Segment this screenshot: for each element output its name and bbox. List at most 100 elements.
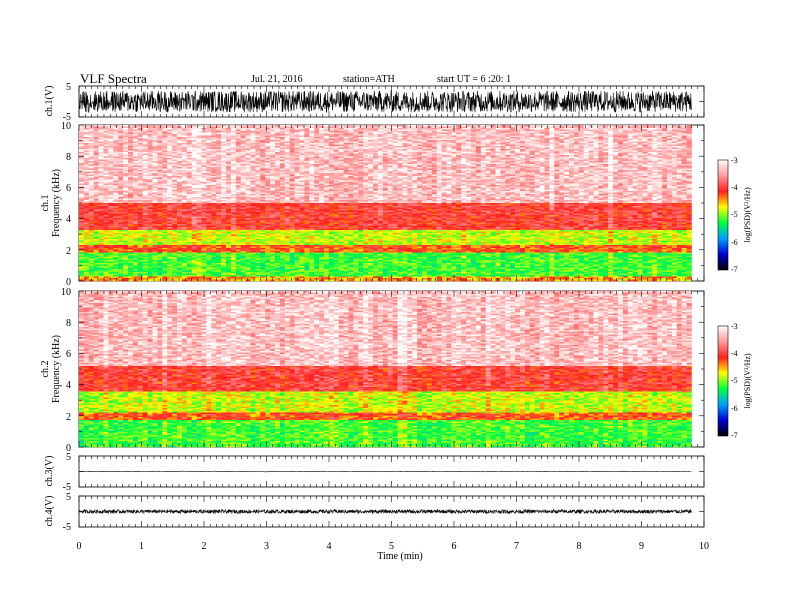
spec1-cell — [79, 162, 85, 165]
spec1-cell — [319, 179, 325, 181]
spec1-cell — [118, 152, 124, 154]
spec1-cell — [245, 140, 251, 142]
spec1-cell — [348, 155, 354, 157]
spec1-cell — [480, 137, 486, 139]
spec1-cell — [157, 164, 163, 166]
spec1-cell — [475, 143, 482, 145]
spec1-cell — [93, 159, 99, 162]
spec1-cell — [431, 167, 437, 169]
spec1-cell — [191, 167, 197, 169]
spec1-cell — [152, 173, 158, 175]
spec1-cell — [221, 150, 227, 153]
spec1-cell — [270, 168, 276, 171]
spec1-cell — [260, 135, 266, 138]
spec1-cell — [495, 159, 501, 162]
spec1-cell — [475, 132, 482, 135]
spec1-cell — [377, 171, 384, 174]
spec1-cell — [172, 152, 178, 154]
spec1-cell — [265, 149, 271, 151]
spec1-cell — [510, 179, 516, 181]
spec1-cell — [299, 128, 305, 130]
spec1-cell — [338, 132, 344, 135]
spec1-cell — [314, 150, 320, 153]
spec1-cell — [662, 174, 668, 177]
spec1-cell — [103, 144, 109, 147]
spec1-cell — [426, 158, 433, 160]
spec1-cell — [495, 125, 501, 127]
spec1-cell — [123, 152, 129, 154]
spec1-cell — [250, 149, 256, 151]
spec1-cell — [515, 128, 521, 130]
spec1-cell — [338, 158, 344, 160]
spec1-cell — [652, 129, 658, 132]
spec1-cell — [667, 171, 673, 174]
spec1-cell — [564, 164, 570, 166]
spec1-cell — [216, 137, 222, 139]
spec1-cell — [328, 134, 335, 136]
spec1-cell — [373, 162, 379, 165]
spec1-cell — [128, 159, 134, 162]
spec1-cell — [681, 182, 687, 184]
spec1-cell — [240, 159, 246, 162]
spec1-cell — [652, 147, 658, 150]
spec1-cell — [593, 152, 599, 154]
spec1-cell — [676, 179, 682, 181]
spec1-cell — [549, 179, 555, 181]
spec1-cell — [333, 141, 339, 144]
spec1-cell — [314, 179, 320, 181]
spec1-cell — [137, 131, 143, 133]
spec1-cell — [490, 131, 496, 133]
spec1-cell — [309, 177, 315, 180]
spec1-cell — [524, 176, 531, 178]
spec1-cell — [265, 161, 271, 163]
spec1-cell — [588, 144, 594, 147]
spec1-cell — [529, 147, 535, 150]
spec1-cell — [88, 165, 94, 168]
spec1-cell — [304, 132, 310, 135]
spec1-cell — [270, 177, 276, 180]
spec1-cell — [206, 140, 212, 142]
spec1-cell — [142, 138, 148, 141]
spec1-cell — [573, 134, 580, 136]
spec1-cell — [343, 144, 349, 147]
spec1-cell — [348, 128, 354, 130]
spec1-cell — [275, 158, 281, 160]
spec1-cell — [294, 156, 300, 159]
spec1-cell — [676, 174, 682, 177]
spec1-cell — [436, 167, 442, 169]
spec1-cell — [230, 170, 237, 172]
spec1-cell — [250, 152, 256, 154]
spec1-cell — [348, 164, 354, 166]
spec1-cell — [431, 125, 437, 127]
spec1-cell — [147, 149, 153, 151]
spec1-cell — [622, 137, 629, 139]
spec1-cell — [309, 183, 315, 186]
spec1-cell — [368, 179, 374, 181]
spec1-cell — [657, 144, 663, 147]
spec1-cell — [333, 138, 339, 141]
spec1-cell — [245, 161, 251, 163]
spec1-cell — [167, 159, 173, 162]
spec1-cell — [299, 141, 305, 144]
spec1-cell — [466, 174, 472, 177]
spec1-cell — [544, 126, 550, 129]
spec1-cell — [382, 173, 388, 175]
spec1-cell — [436, 156, 442, 159]
spec1-cell — [181, 171, 188, 174]
spec1-cell — [211, 180, 217, 183]
spec1-cell — [275, 138, 281, 141]
spec1-cell — [564, 168, 570, 171]
spec1-cell — [529, 167, 535, 169]
spec1-cell — [622, 162, 629, 165]
spec1-cell — [373, 150, 379, 153]
spec1-cell — [265, 182, 271, 184]
spec1-cell — [451, 135, 457, 138]
spec1-cell — [338, 137, 344, 139]
spec1-cell — [299, 173, 305, 175]
spec1-cell — [466, 159, 472, 162]
spec1-cell — [456, 128, 462, 130]
spec1-cell — [157, 137, 163, 139]
spec1-cell — [637, 176, 643, 178]
spec1-cell — [539, 153, 545, 156]
spec1-cell — [255, 164, 261, 166]
